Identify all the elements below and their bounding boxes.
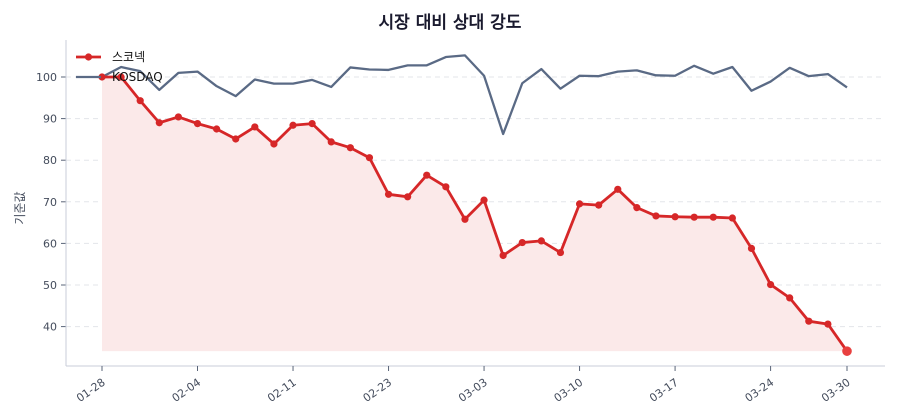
x-tick-label: 01-28 [74, 376, 108, 405]
chart-title: 시장 대비 상대 강도 [379, 13, 522, 33]
data-point-marker [136, 97, 144, 105]
data-point-marker [747, 244, 756, 252]
data-point-marker [824, 320, 832, 328]
data-point-marker [404, 193, 412, 201]
data-point-marker [174, 113, 183, 121]
y-tick-label: 100 [36, 71, 57, 84]
data-point-marker [365, 154, 374, 162]
data-point-marker [652, 212, 660, 220]
data-point-marker [232, 135, 240, 143]
data-point-marker [786, 294, 794, 302]
data-point-marker [251, 123, 259, 131]
legend-stock-label: 스코넥 [112, 50, 145, 64]
data-point-marker [289, 121, 297, 129]
data-point-marker [709, 213, 717, 221]
y-tick-label: 70 [43, 196, 57, 209]
data-point-marker [308, 119, 316, 128]
x-tick-label: 03-17 [647, 376, 681, 405]
x-tick-label: 02-04 [170, 376, 204, 405]
x-tick-label: 02-11 [265, 376, 299, 405]
data-point-marker [556, 248, 565, 257]
y-tick-label: 80 [43, 154, 57, 167]
y-tick-label: 40 [43, 321, 57, 334]
data-point-marker [346, 144, 354, 152]
x-tick-label: 03-03 [456, 376, 490, 405]
data-point-marker [518, 238, 526, 247]
y-axis-label: 기준값 [13, 191, 27, 224]
kosdaq-line [101, 54, 848, 136]
data-point-marker [614, 185, 622, 193]
data-point-marker [595, 201, 603, 209]
data-point-marker [537, 237, 545, 245]
data-point-marker [480, 196, 488, 204]
data-point-marker [327, 138, 335, 146]
legend-stock-marker-icon [84, 53, 93, 61]
data-point-marker [117, 73, 125, 81]
data-point-marker [423, 171, 431, 179]
data-point-marker [499, 251, 507, 260]
last-point-marker [842, 346, 852, 356]
data-point-marker [633, 204, 641, 212]
x-tick-label: 03-30 [819, 376, 853, 405]
data-point-marker [213, 125, 221, 133]
x-tick-label: 03-24 [743, 376, 777, 405]
x-tick-label: 02-23 [361, 376, 395, 405]
data-point-marker [690, 213, 698, 221]
legend: 스코넥 KOSDAQ [76, 50, 163, 84]
data-point-marker [575, 200, 584, 208]
x-tick-label: 03-10 [552, 376, 586, 405]
y-tick-label: 60 [43, 237, 57, 250]
stock-line [102, 75, 849, 352]
data-point-marker [384, 190, 393, 198]
data-point-marker [98, 73, 106, 81]
y-tick-label: 90 [43, 113, 57, 126]
data-point-marker [805, 317, 813, 325]
series-fill-area [102, 77, 847, 352]
y-tick-label: 50 [43, 279, 57, 292]
data-point-marker [671, 213, 679, 221]
data-point-marker [728, 214, 736, 222]
data-point-marker [270, 140, 278, 148]
data-point-marker [193, 119, 202, 128]
data-point-marker [155, 119, 163, 127]
data-point-marker [766, 280, 775, 289]
data-point-marker [442, 183, 450, 191]
data-point-marker [461, 215, 469, 223]
legend-kosdaq-label: KOSDAQ [112, 70, 163, 84]
